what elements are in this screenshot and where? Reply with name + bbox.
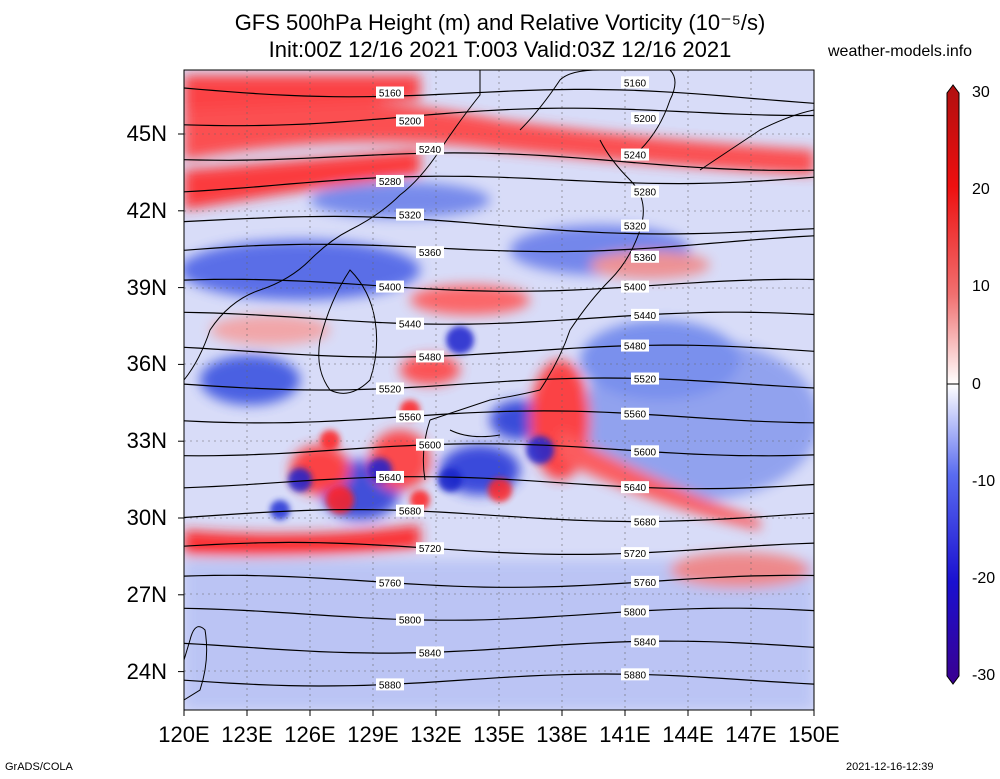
contour-label: 5200 bbox=[399, 116, 422, 127]
contour-label: 5440 bbox=[399, 320, 422, 331]
contour-line bbox=[184, 344, 814, 358]
contour-label: 5880 bbox=[624, 670, 647, 681]
contour-line bbox=[184, 278, 814, 292]
contour-label: 5160 bbox=[379, 89, 402, 100]
lon-tick-135E: 135E bbox=[473, 722, 525, 747]
contour-line bbox=[184, 607, 814, 621]
contour-line bbox=[184, 509, 814, 523]
contour-label: 5800 bbox=[624, 607, 647, 618]
contour-line bbox=[184, 476, 814, 490]
contour-label: 5240 bbox=[624, 151, 647, 162]
lon-tick-126E: 126E bbox=[284, 722, 336, 747]
contour-line bbox=[184, 410, 814, 424]
lat-tick-45N: 45N bbox=[126, 121, 167, 146]
contour-line bbox=[184, 574, 814, 588]
lat-tick-42N: 42N bbox=[126, 197, 167, 223]
contour-label: 5680 bbox=[399, 507, 422, 518]
lat-tick-30N: 30N bbox=[126, 505, 167, 530]
contour-label: 5360 bbox=[419, 248, 442, 259]
height-contours bbox=[184, 87, 814, 687]
lon-tick-129E: 129E bbox=[347, 722, 399, 747]
contour-label: 5320 bbox=[624, 222, 647, 233]
contour-label: 5840 bbox=[419, 648, 442, 659]
chart-title-line2: Init:00Z 12/16 2021 T:003 Valid:03Z 12/1… bbox=[268, 37, 732, 62]
footer-timestamp: 2021-12-16-12:39 bbox=[846, 761, 934, 773]
colorbar-label: 0 bbox=[972, 375, 981, 393]
contour-label: 5160 bbox=[624, 78, 647, 89]
contour-label: 5400 bbox=[379, 283, 402, 294]
contour-label: 5880 bbox=[379, 680, 402, 691]
contour-line bbox=[184, 377, 814, 391]
contour-label: 5560 bbox=[399, 412, 422, 423]
contour-line bbox=[184, 215, 814, 235]
contour-label: 5760 bbox=[379, 579, 402, 590]
contour-line bbox=[184, 541, 814, 555]
contour-line bbox=[184, 311, 814, 325]
contour-label: 5760 bbox=[634, 578, 657, 589]
lon-tick-123E: 123E bbox=[221, 722, 273, 747]
contour-label: 5400 bbox=[624, 283, 647, 294]
contour-label: 5320 bbox=[399, 211, 422, 222]
colorbar-label: -30 bbox=[972, 667, 996, 684]
contour-label: 5200 bbox=[634, 114, 657, 125]
contour-label: 5520 bbox=[379, 384, 402, 395]
contour-label: 5560 bbox=[624, 410, 647, 421]
vorticity-field bbox=[184, 70, 814, 710]
lat-tick-33N: 33N bbox=[126, 428, 167, 454]
axis-ticks bbox=[178, 133, 815, 716]
contour-label: 5520 bbox=[634, 375, 657, 386]
colorbar-label: 20 bbox=[972, 181, 990, 199]
contour-line bbox=[184, 87, 814, 104]
lon-tick-150E: 150E bbox=[788, 722, 840, 747]
contour-label: 5280 bbox=[634, 188, 657, 199]
contour-label: 5480 bbox=[624, 342, 647, 353]
lat-tick-24N: 24N bbox=[126, 658, 167, 684]
coastlines bbox=[184, 70, 814, 701]
contour-line bbox=[184, 235, 814, 253]
contour-label: 5240 bbox=[419, 145, 442, 156]
site-credit[interactable]: weather-models.info bbox=[828, 43, 973, 60]
contour-label: 5720 bbox=[624, 549, 647, 560]
colorbar-label: -10 bbox=[972, 472, 996, 490]
contour-label: 5800 bbox=[399, 616, 422, 627]
colorbar-label: 30 bbox=[972, 84, 990, 101]
lat-tick-39N: 39N bbox=[126, 274, 167, 300]
colorbar bbox=[946, 84, 960, 685]
lon-tick-120E: 120E bbox=[158, 722, 210, 747]
chart-title-line1: GFS 500hPa Height (m) and Relative Vorti… bbox=[234, 10, 766, 35]
lat-tick-36N: 36N bbox=[126, 351, 167, 377]
contour-label: 5680 bbox=[634, 518, 657, 529]
contour-line bbox=[184, 152, 814, 171]
contour-line bbox=[184, 175, 814, 193]
lon-tick-144E: 144E bbox=[662, 722, 714, 747]
contour-label: 5600 bbox=[634, 447, 657, 458]
contour-label: 5480 bbox=[419, 352, 442, 363]
height-contour-labels: 5160 5160 5200 5200 5240 5240 5280 5280 5320 5320… bbox=[376, 76, 659, 691]
contour-line bbox=[184, 673, 814, 687]
contour-label: 5600 bbox=[419, 441, 442, 452]
lon-tick-132E: 132E bbox=[410, 722, 462, 747]
lon-tick-141E: 141E bbox=[599, 722, 651, 747]
contour-label: 5640 bbox=[624, 483, 647, 494]
contour-label: 5440 bbox=[634, 311, 657, 322]
lon-tick-138E: 138E bbox=[536, 722, 588, 747]
contour-line bbox=[184, 107, 814, 127]
contour-label: 5840 bbox=[634, 637, 657, 648]
lat-tick-27N: 27N bbox=[126, 581, 167, 607]
contour-line bbox=[184, 640, 814, 654]
contour-label: 5360 bbox=[634, 253, 657, 264]
lon-tick-147E: 147E bbox=[725, 722, 777, 747]
contour-label: 5640 bbox=[379, 473, 402, 484]
contour-label: 5720 bbox=[419, 544, 442, 555]
footer-credit: GrADS/COLA bbox=[5, 761, 73, 773]
colorbar-label: 10 bbox=[972, 278, 990, 296]
contour-line bbox=[184, 443, 814, 457]
colorbar-label: -20 bbox=[972, 569, 996, 587]
contour-label: 5280 bbox=[379, 177, 402, 188]
